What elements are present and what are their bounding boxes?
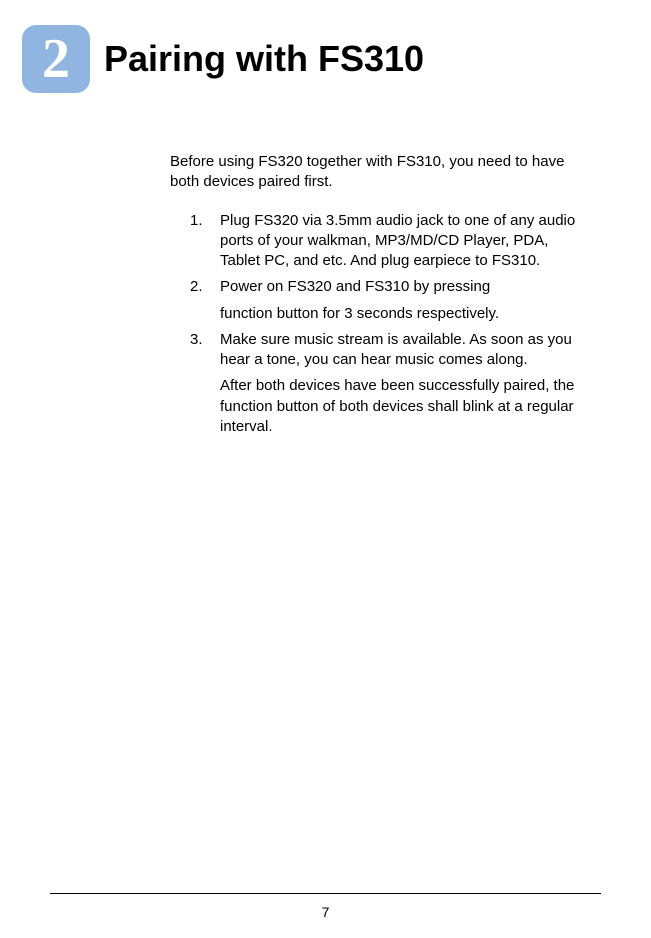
intro-text: Before using FS320 together with FS310, … [170,152,590,193]
step-subtext: function button for 3 seconds respective… [220,304,590,324]
chapter-badge: 2 [22,25,90,93]
chapter-title: Pairing with FS310 [104,38,424,80]
step-text-main: Make sure music stream is available. As … [220,331,572,368]
list-item: 3. Make sure music stream is available. … [190,330,590,437]
list-item: 1. Plug FS320 via 3.5mm audio jack to on… [190,211,590,272]
footer-divider [50,893,601,894]
step-subtext: After both devices have been successfull… [220,376,590,437]
list-item: 2. Power on FS320 and FS310 by pressing … [190,277,590,324]
page: 2 Pairing with FS310 Before using FS320 … [0,0,651,938]
content-body: Before using FS320 together with FS310, … [170,152,590,443]
step-text: Plug FS320 via 3.5mm audio jack to one o… [220,211,590,272]
step-text-main: Power on FS320 and FS310 by pressing [220,278,490,295]
steps-list: 1. Plug FS320 via 3.5mm audio jack to on… [170,211,590,438]
step-number: 3. [190,330,220,437]
step-text: Power on FS320 and FS310 by pressing fun… [220,277,590,324]
page-number: 7 [0,904,651,920]
step-number: 2. [190,277,220,324]
step-text: Make sure music stream is available. As … [220,330,590,437]
chapter-number: 2 [42,31,70,87]
step-number: 1. [190,211,220,272]
chapter-header: 2 Pairing with FS310 [22,25,424,93]
